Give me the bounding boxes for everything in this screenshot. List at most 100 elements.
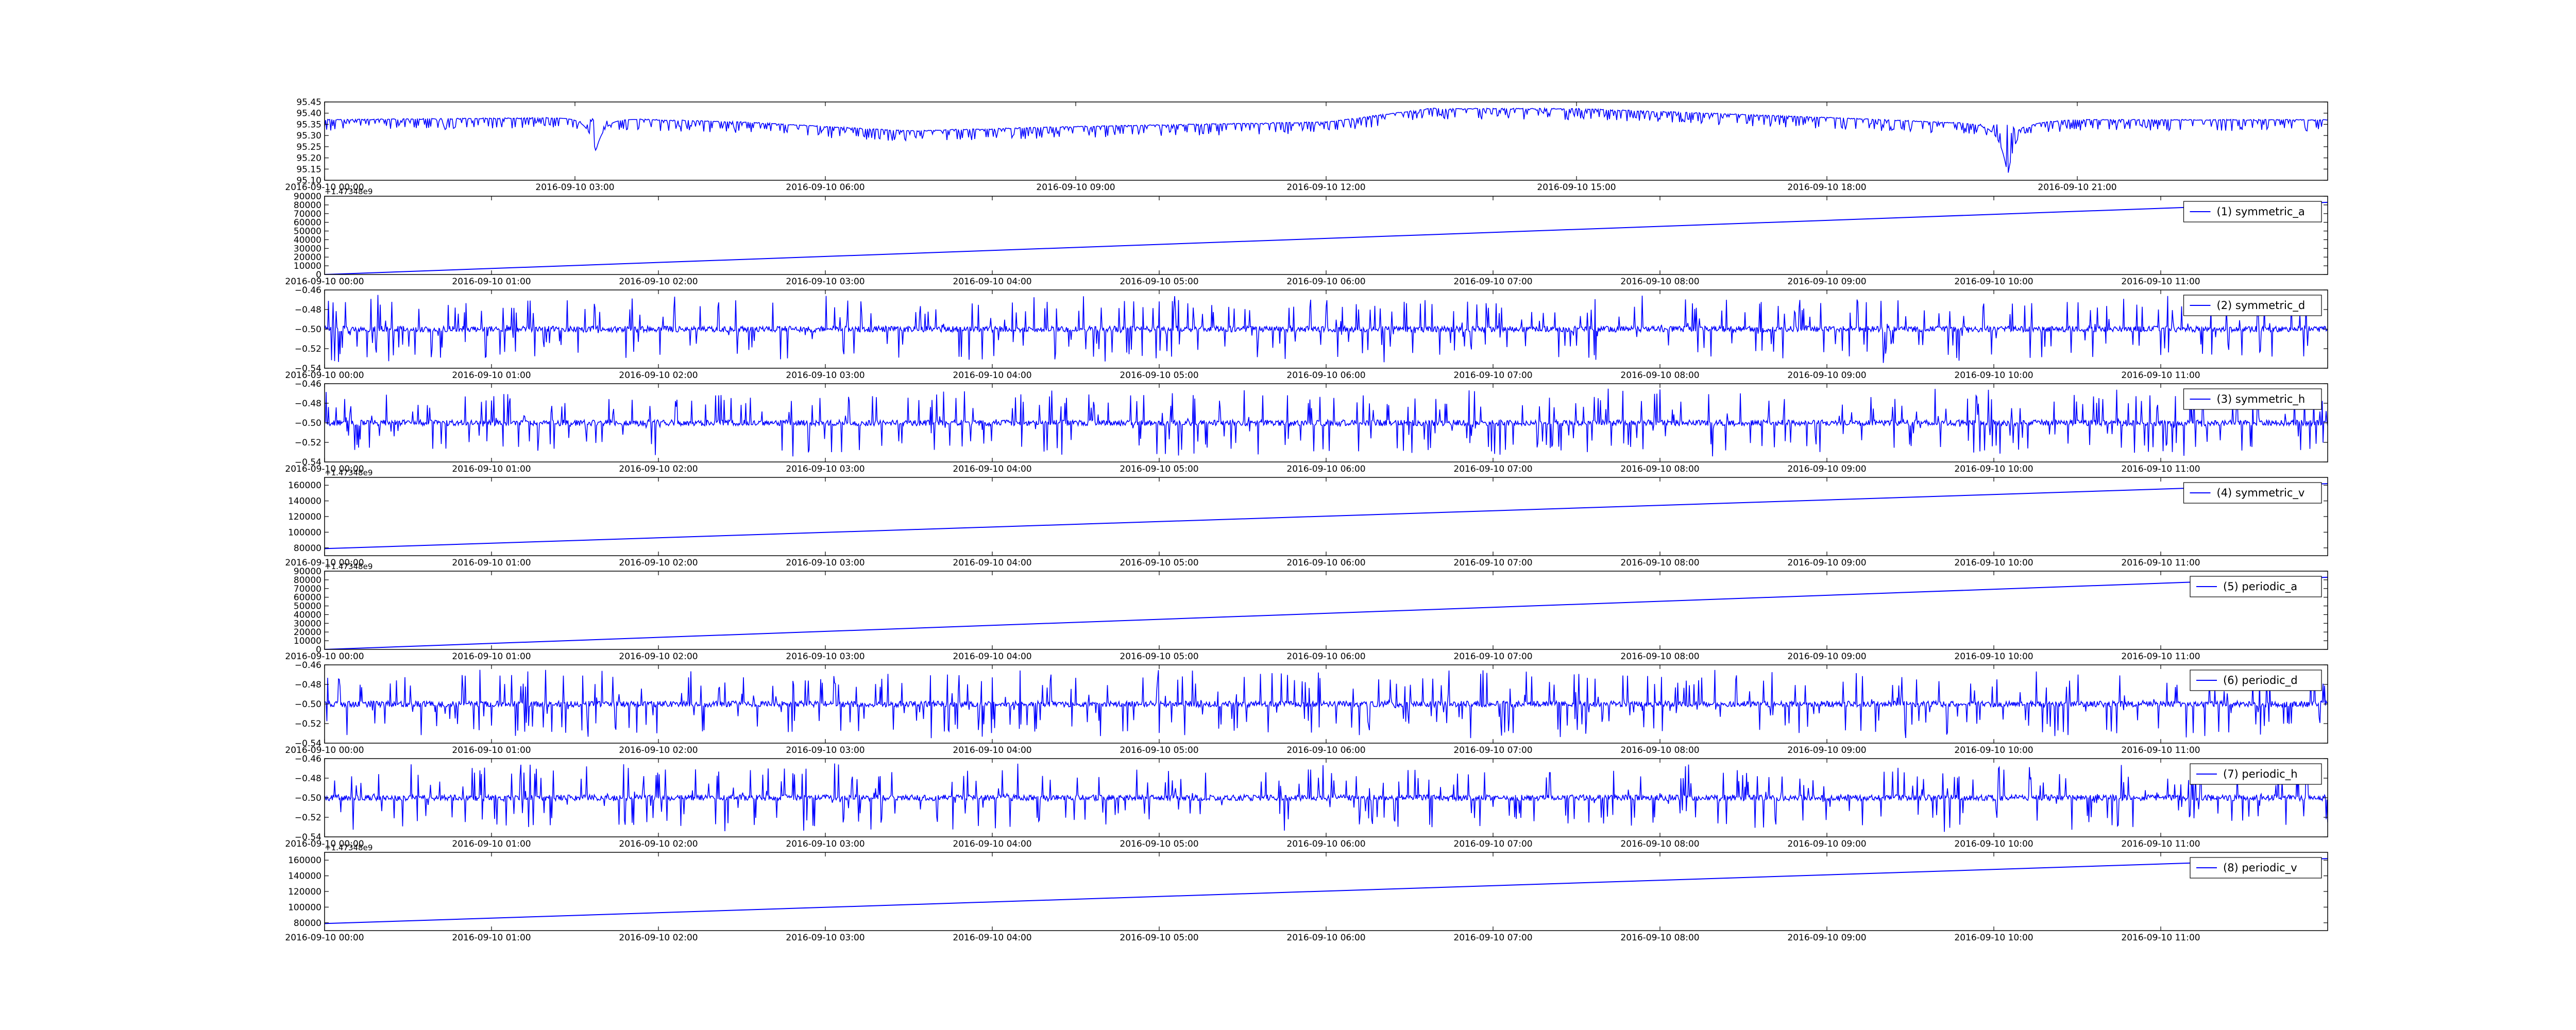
- y-tick-label: 10000: [294, 636, 321, 646]
- x-tick-label: 2016-09-10 05:00: [1120, 277, 1198, 287]
- y-tick-label: 100000: [288, 527, 321, 538]
- series-line: [325, 670, 2328, 739]
- x-tick-label: 2016-09-10 04:00: [953, 933, 1031, 943]
- y-tick-label: 140000: [288, 496, 321, 507]
- series-line: [325, 201, 2328, 274]
- y-tick-label: 160000: [288, 855, 321, 866]
- x-tick-label: 2016-09-10 02:00: [619, 745, 698, 756]
- legend: (2) symmetric_d: [2183, 295, 2322, 316]
- y-tick-label: −0.54: [295, 832, 321, 843]
- x-tick-label: 2016-09-10 06:00: [786, 182, 865, 193]
- x-tick-label: 2016-09-10 01:00: [452, 745, 531, 756]
- x-tick-label: 2016-09-10 01:00: [452, 839, 531, 849]
- x-tick-label: 2016-09-10 06:00: [1286, 839, 1365, 849]
- y-tick-label: 95.40: [296, 109, 321, 119]
- y-tick-label: 70000: [294, 584, 321, 594]
- y-offset-label: +1.47348e9: [325, 843, 372, 852]
- x-tick-label: 2016-09-10 00:00: [285, 464, 364, 474]
- series-group: [325, 576, 2328, 649]
- axes-frame: [324, 196, 2328, 275]
- y-tick-label: 95.30: [296, 131, 321, 141]
- x-tick-label: 2016-09-10 01:00: [452, 464, 531, 474]
- y-tick-label: 50000: [294, 227, 321, 237]
- y-tick-label: 50000: [294, 602, 321, 612]
- x-tick-label: 2016-09-10 08:00: [1620, 839, 1699, 849]
- y-tick-label: 120000: [288, 887, 321, 897]
- x-tick-label: 2016-09-10 05:00: [1120, 839, 1198, 849]
- y-ticks: −0.54 −0.52 −0.50 −0.48 −0.46: [295, 754, 2328, 843]
- x-tick-label: 2016-09-10 03:00: [786, 277, 865, 287]
- y-tick-label: −0.48: [295, 399, 321, 409]
- series-line: [325, 295, 2328, 363]
- series-group: [325, 107, 2328, 173]
- x-tick-label: 2016-09-10 06:00: [1286, 745, 1365, 756]
- y-tick-label: 95.15: [296, 164, 321, 175]
- series-group: [325, 858, 2328, 924]
- y-tick-label: 0: [316, 645, 321, 655]
- legend-box: [2190, 670, 2322, 691]
- x-tick-label: 2016-09-10 11:00: [2121, 651, 2200, 662]
- x-tick-label: 2016-09-10 01:00: [452, 277, 531, 287]
- y-tick-label: 95.20: [296, 153, 321, 164]
- x-tick-label: 2016-09-10 18:00: [1787, 182, 1866, 193]
- y-tick-label: −0.46: [295, 379, 321, 389]
- x-tick-label: 2016-09-10 09:00: [1787, 558, 1866, 568]
- series-line: [325, 107, 2328, 173]
- y-tick-label: −0.48: [295, 774, 321, 784]
- axes-frame: [324, 758, 2328, 837]
- series-group: [325, 388, 2328, 457]
- y-tick-label: 60000: [294, 593, 321, 603]
- x-tick-label: 2016-09-10 10:00: [1954, 370, 2033, 381]
- x-tick-label: 2016-09-10 03:00: [786, 558, 865, 568]
- x-ticks: 2016-09-10 00:00 2016-09-10 01:00 2016-09-…: [285, 384, 2200, 474]
- legend-box: [2190, 763, 2322, 785]
- series-line: [325, 858, 2328, 924]
- y-tick-label: −0.48: [295, 680, 321, 690]
- x-tick-label: 2016-09-10 03:00: [786, 464, 865, 474]
- x-tick-label: 2016-09-10 09:00: [1036, 182, 1115, 193]
- series-group: [325, 763, 2328, 832]
- y-tick-label: −0.50: [295, 793, 321, 803]
- legend-label: (6) periodic_d: [2223, 674, 2298, 687]
- x-tick-label: 2016-09-10 07:00: [1453, 464, 1532, 474]
- x-tick-label: 2016-09-10 06:00: [1286, 933, 1365, 943]
- legend: (1) symmetric_a: [2183, 201, 2322, 222]
- y-offset-label: +1.47348e9: [325, 187, 372, 196]
- y-tick-label: 80000: [294, 200, 321, 211]
- x-tick-label: 2016-09-10 06:00: [1286, 370, 1365, 381]
- x-tick-label: 2016-09-10 03:00: [786, 370, 865, 381]
- x-tick-label: 2016-09-10 02:00: [619, 277, 698, 287]
- series-group: [325, 483, 2328, 550]
- x-tick-label: 2016-09-10 01:00: [452, 558, 531, 568]
- legend: (7) periodic_h: [2190, 763, 2322, 785]
- y-tick-label: −0.54: [295, 457, 321, 468]
- legend: (8) periodic_v: [2190, 857, 2322, 879]
- x-tick-label: 2016-09-10 08:00: [1620, 464, 1699, 474]
- x-tick-label: 2016-09-10 02:00: [619, 464, 698, 474]
- x-tick-label: 2016-09-10 03:00: [786, 651, 865, 662]
- x-ticks: 2016-09-10 00:00 2016-09-10 01:00 2016-09-…: [285, 290, 2200, 381]
- x-tick-label: 2016-09-10 00:00: [285, 277, 364, 287]
- x-tick-label: 2016-09-10 02:00: [619, 370, 698, 381]
- y-ticks: −0.54 −0.52 −0.50 −0.48 −0.46: [295, 285, 2328, 374]
- y-tick-label: −0.50: [295, 418, 321, 428]
- x-tick-label: 2016-09-10 11:00: [2121, 933, 2200, 943]
- x-tick-label: 2016-09-10 09:00: [1787, 370, 1866, 381]
- x-tick-label: 2016-09-10 00:00: [285, 745, 364, 756]
- y-tick-label: 95.35: [296, 119, 321, 130]
- x-ticks: 2016-09-10 00:00 2016-09-10 01:00 2016-09-…: [285, 665, 2200, 756]
- x-tick-label: 2016-09-10 01:00: [452, 933, 531, 943]
- x-tick-label: 2016-09-10 04:00: [953, 651, 1031, 662]
- y-ticks: 80000 100000 120000 140000 160000: [288, 855, 2328, 929]
- y-tick-label: 20000: [294, 252, 321, 263]
- x-tick-label: 2016-09-10 08:00: [1620, 933, 1699, 943]
- series-line: [325, 763, 2328, 832]
- x-tick-label: 2016-09-10 03:00: [535, 182, 614, 193]
- y-tick-label: 100000: [288, 902, 321, 913]
- x-tick-label: 2016-09-10 01:00: [452, 370, 531, 381]
- x-tick-label: 2016-09-10 04:00: [953, 839, 1031, 849]
- y-tick-label: 95.45: [296, 97, 321, 108]
